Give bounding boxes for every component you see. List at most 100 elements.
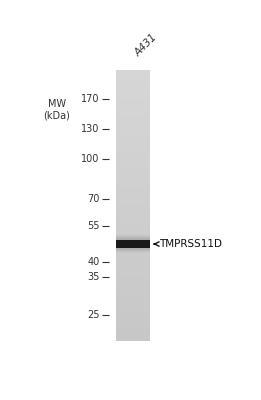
- Bar: [116, 132, 150, 133]
- Bar: [116, 310, 150, 311]
- Bar: [116, 281, 150, 282]
- Bar: [116, 263, 150, 265]
- Bar: [116, 97, 150, 98]
- Bar: [116, 140, 150, 141]
- Bar: [116, 248, 150, 250]
- Bar: [116, 92, 150, 94]
- Bar: [116, 243, 150, 244]
- Bar: [116, 304, 150, 305]
- Bar: [116, 71, 150, 72]
- Bar: [116, 141, 150, 143]
- Bar: [116, 276, 150, 277]
- Bar: [116, 144, 150, 146]
- Bar: [116, 280, 150, 281]
- Bar: [116, 88, 150, 90]
- Bar: [116, 228, 150, 230]
- Bar: [116, 248, 150, 249]
- Bar: [116, 125, 150, 126]
- Bar: [116, 339, 150, 341]
- Bar: [116, 238, 150, 239]
- Bar: [116, 91, 150, 92]
- Bar: [116, 189, 150, 190]
- Bar: [116, 109, 150, 110]
- Bar: [116, 82, 150, 83]
- Bar: [116, 235, 150, 236]
- Bar: [116, 250, 150, 251]
- Text: 25: 25: [87, 310, 99, 320]
- Bar: [116, 265, 150, 266]
- Bar: [116, 70, 150, 71]
- Bar: [116, 246, 150, 247]
- Bar: [116, 216, 150, 217]
- Bar: [116, 266, 150, 268]
- Bar: [116, 293, 150, 294]
- Bar: [116, 243, 150, 244]
- Bar: [116, 94, 150, 95]
- Bar: [116, 178, 150, 179]
- Bar: [116, 206, 150, 208]
- Bar: [116, 190, 150, 192]
- Bar: [116, 170, 150, 171]
- Bar: [116, 282, 150, 284]
- Bar: [116, 277, 150, 278]
- Bar: [116, 139, 150, 140]
- Bar: [116, 148, 150, 150]
- Text: 100: 100: [81, 154, 99, 164]
- Bar: [116, 305, 150, 307]
- Bar: [116, 273, 150, 274]
- Bar: [116, 163, 150, 164]
- Bar: [116, 323, 150, 324]
- Bar: [116, 319, 150, 320]
- Bar: [116, 318, 150, 319]
- Bar: [116, 220, 150, 221]
- Bar: [116, 278, 150, 280]
- Bar: [116, 155, 150, 156]
- Bar: [116, 90, 150, 91]
- Bar: [116, 192, 150, 193]
- Bar: [116, 87, 150, 88]
- Bar: [116, 324, 150, 326]
- Bar: [116, 258, 150, 259]
- Bar: [116, 166, 150, 167]
- Bar: [116, 205, 150, 206]
- Bar: [116, 240, 150, 248]
- Bar: [116, 301, 150, 303]
- Bar: [116, 99, 150, 101]
- Bar: [116, 114, 150, 116]
- Bar: [116, 240, 150, 242]
- Bar: [116, 130, 150, 132]
- Bar: [116, 156, 150, 158]
- Bar: [116, 272, 150, 273]
- Bar: [116, 193, 150, 194]
- Bar: [116, 182, 150, 183]
- Bar: [116, 242, 150, 243]
- Bar: [116, 186, 150, 188]
- Bar: [116, 110, 150, 112]
- Bar: [116, 135, 150, 136]
- Text: A431: A431: [133, 33, 159, 59]
- Bar: [116, 162, 150, 163]
- Bar: [116, 239, 150, 240]
- Bar: [116, 230, 150, 231]
- Bar: [116, 268, 150, 269]
- Bar: [116, 244, 150, 246]
- Bar: [116, 136, 150, 137]
- Bar: [116, 241, 150, 242]
- Bar: [116, 338, 150, 339]
- Bar: [116, 171, 150, 172]
- Text: 70: 70: [87, 194, 99, 204]
- Text: 35: 35: [87, 272, 99, 282]
- Bar: [116, 124, 150, 125]
- Bar: [116, 270, 150, 272]
- Bar: [116, 86, 150, 87]
- Bar: [116, 159, 150, 160]
- Bar: [116, 239, 150, 240]
- Bar: [116, 196, 150, 197]
- Bar: [116, 274, 150, 276]
- Bar: [116, 240, 150, 241]
- Bar: [116, 320, 150, 322]
- Bar: [116, 328, 150, 330]
- Bar: [116, 146, 150, 147]
- Bar: [116, 152, 150, 154]
- Bar: [116, 336, 150, 338]
